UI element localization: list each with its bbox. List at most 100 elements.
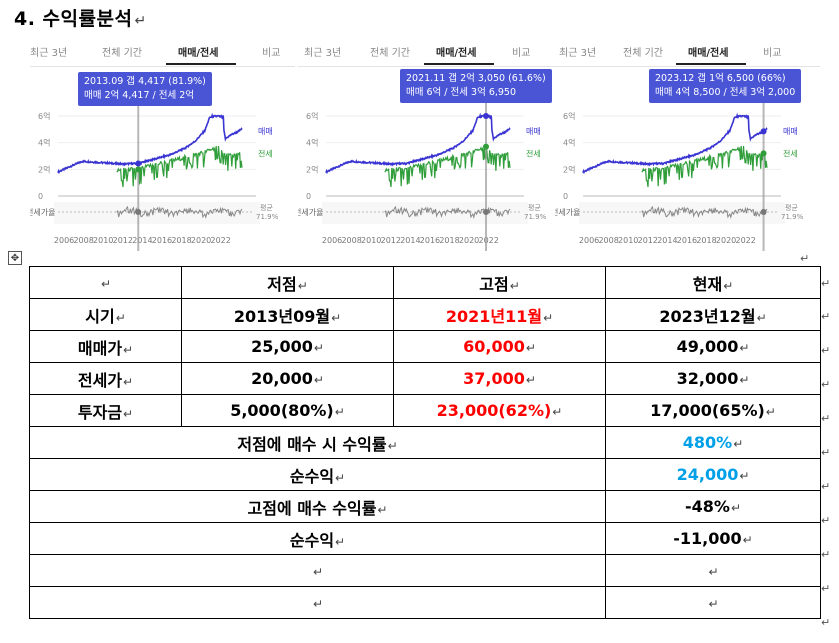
table-row-low-buy-return: 저점에 매수 시 수익률↵ 480%↵ [29,426,821,459]
tab-recent-3y[interactable]: 최근 3년 [304,48,342,59]
summary-value: ↵ [605,554,821,587]
summary-label: 저점에 매수 시 수익률↵ [29,426,606,459]
summary-value: -11,000↵ [605,522,821,555]
tab-recent-3y[interactable]: 최근 3년 [30,48,68,59]
summary-value: 480%↵ [605,426,821,459]
current-value-cell: 49,000↵ [605,330,821,363]
x-tick-label: 2016 [152,236,172,245]
header-current-cell: 현재↵ [605,266,821,299]
high-value-cell: 60,000↵ [393,330,606,363]
row-end-mark: ↵ [821,378,831,391]
row-label: 매매가↵ [29,330,182,363]
period-tabs: 최근 3년 전체 기간 매매/전세 비교 [298,36,563,67]
x-tick-label: 2014 [132,236,152,245]
ratio-area [322,202,528,224]
legend-sale-label: 매매 [526,127,541,136]
section-heading: 4. 수익률분석 ↵ [14,8,147,30]
chart-panel-current: 최근 3년 전체 기간 매매/전세 비교 6억4억2억0매매전세전세가율평균71… [555,36,820,258]
table-row-investment: 투자금↵ 5,000(80%)↵ 23,000(62%)↵ 17,000(65%… [29,394,821,427]
table-row-low-buy-profit: 순수익↵ 24,000↵ [29,458,821,491]
tooltip-price-line: 매매 6억 / 전세 3억 6,950 [406,87,517,98]
row-end-mark: ↵ [821,412,831,425]
low-value-cell: 25,000↵ [181,330,394,363]
x-tick-label: 2022 [735,236,755,245]
y-tick-label: 6억 [38,111,50,121]
sale-marker-dot [483,113,490,119]
tab-compare[interactable]: 비교 [262,48,281,59]
x-tick-label: 2010 [361,236,381,245]
legend-jeonse-label: 전세 [258,148,273,158]
y-tick-label: 4억 [563,138,575,148]
sale-price-line [57,112,243,175]
tab-all-period[interactable]: 전체 기간 [102,48,142,59]
y-tick-label: 2억 [38,164,50,174]
y-tick-label: 2억 [306,164,318,174]
x-tick-label: 2016 [420,236,440,245]
high-value-cell: 23,000(62%)↵ [393,394,606,427]
y-tick-label: 0 [38,192,43,201]
x-tick-label: 2012 [381,236,401,245]
x-tick-label: 2012 [638,236,658,245]
row-end-mark: ↵ [821,446,831,459]
active-tab-indicator [166,63,236,65]
y-tick-label: 6억 [563,111,575,121]
low-value-cell: 20,000↵ [181,362,394,395]
x-tick-label: 2008 [598,236,618,245]
table-row-period: 시기↵ 2013년09월↵ 2021년11월↵ 2023년12월↵ [29,298,821,331]
summary-label: 고점에 매수 수익률↵ [29,490,606,523]
tab-recent-3y[interactable]: 최근 3년 [559,48,597,59]
row-end-mark: ↵ [821,480,831,493]
summary-label: ↵ [29,586,606,619]
row-label: 전세가↵ [29,362,182,395]
table-move-handle-icon[interactable]: ✥ [8,251,22,265]
price-chart[interactable]: 6억4억2억0매매전세전세가율평균71.9%200620082010201220… [555,36,820,258]
current-value-cell: 17,000(65%)↵ [605,394,821,427]
header-high-cell: 고점↵ [393,266,606,299]
tab-sale-jeonse[interactable]: 매매/전세 [436,48,477,59]
row-end-mark: ↵ [821,310,831,323]
chart-panel-low: 최근 3년 전체 기간 매매/전세 비교 6억 4억 2억 0 매매전세전세가율 평균71… [30,36,295,258]
legend-jeonse-label: 전세 [526,148,541,158]
summary-label: 순수익↵ [29,458,606,491]
header-low-cell: 저점↵ [181,266,394,299]
jeonse-price-line [641,145,768,188]
average-value: 71.9% [524,213,547,221]
high-value-cell: 37,000↵ [393,362,606,395]
tooltip-gap-line: 2013.09 갭 4,417 (81.9%) [84,76,206,87]
average-value: 71.9% [781,213,804,221]
sale-price-line [325,112,511,175]
paragraph-mark: ↵ [800,252,810,265]
row-end-mark: ↵ [821,277,831,290]
tab-compare[interactable]: 비교 [512,48,531,59]
legend-jeonse-label: 전세 [783,148,798,158]
tab-compare[interactable]: 비교 [763,48,782,59]
tab-all-period[interactable]: 전체 기간 [623,48,663,59]
tooltip-price-line: 매매 2억 4,417 / 전세 2억 [84,90,195,101]
x-tick-label: 2014 [657,236,677,245]
x-tick-label: 2006 [322,236,342,245]
high-value-cell: 2021년11월↵ [393,298,606,331]
ratio-label: 전세가율 [298,207,323,217]
low-value-cell: 5,000(80%)↵ [181,394,394,427]
table-row-jeonse-price: 전세가↵ 20,000↵ 37,000↵ 32,000↵ [29,362,821,395]
price-chart[interactable]: 6억4억2억0매매전세전세가율평균71.9%200620082010201220… [298,36,563,258]
table-row-high-buy-profit: 순수익↵ -11,000↵ [29,522,821,555]
row-label: 시기↵ [29,298,182,331]
ratio-area [54,202,260,224]
x-tick-label: 2006 [54,236,74,245]
average-label: 평균 [260,203,273,212]
x-tick-label: 2020 [191,236,211,245]
price-chart[interactable]: 6억4억2억0매매전세전세가율평균71.9%200620082010201220… [30,36,295,258]
x-tick-label: 2022 [210,236,230,245]
summary-label: 순수익↵ [29,522,606,555]
row-end-mark: ↵ [821,514,831,527]
legend-sale-label: 매매 [258,127,273,136]
y-tick-label: 2억 [563,164,575,174]
tab-sale-jeonse[interactable]: 매매/전세 [688,48,729,59]
row-end-mark: ↵ [821,582,831,595]
tab-all-period[interactable]: 전체 기간 [370,48,410,59]
tab-sale-jeonse[interactable]: 매매/전세 [178,48,219,59]
x-tick-label: 2008 [341,236,361,245]
return-analysis-table: ↵ 저점↵ 고점↵ 현재↵ 시기↵ 2013년09월↵ 2021년11월↵ 20… [29,266,821,619]
ratio-marker-dot [760,209,767,215]
